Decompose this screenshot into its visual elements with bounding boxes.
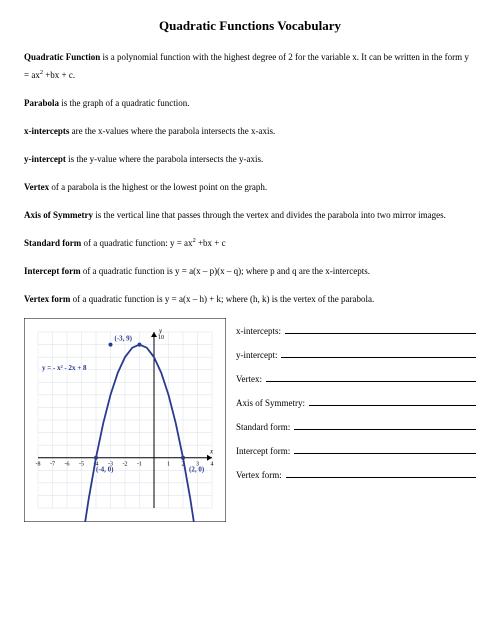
field-row-1: y-intercept: [236,348,476,360]
definition-2: x-intercepts are the x-values where the … [24,122,476,140]
definition-4: Vertex of a parabola is the highest or t… [24,178,476,196]
svg-text:-5: -5 [79,462,84,468]
svg-text:(-4, 0): (-4, 0) [96,466,114,474]
svg-text:-2: -2 [123,462,128,468]
svg-text:-7: -7 [50,462,55,468]
field-blank [294,444,476,454]
svg-text:y = - x² - 2x + 8: y = - x² - 2x + 8 [42,364,87,372]
field-blank [309,396,476,406]
page-title: Quadratic Functions Vocabulary [24,18,476,34]
worksheet-fields: x-intercepts: y-intercept: Vertex: Axis of … [236,318,476,527]
definition-0: Quadratic Function is a polynomial funct… [24,48,476,84]
field-blank [281,348,476,358]
term: Intercept form [24,266,81,276]
term: x-intercepts [24,126,69,136]
field-blank [294,420,476,430]
field-label: Vertex form: [236,470,282,480]
term: Axis of Symmetry [24,210,93,220]
field-blank [266,372,476,382]
term: Standard form [24,238,81,248]
field-row-0: x-intercepts: [236,324,476,336]
term: y-intercept [24,154,66,164]
field-label: y-intercept: [236,350,277,360]
chart-wrap: -8-7-6-5-4-3-2-1123410yxy = - x² - 2x + … [24,318,226,527]
svg-text:-1: -1 [137,462,142,468]
definition-1: Parabola is the graph of a quadratic fun… [24,94,476,112]
term: Vertex [24,182,49,192]
parabola-chart: -8-7-6-5-4-3-2-1123410yxy = - x² - 2x + … [24,318,226,522]
field-blank [285,324,476,334]
definition-7: Intercept form of a quadratic function i… [24,262,476,280]
svg-text:(-3, 9): (-3, 9) [115,335,133,343]
field-row-4: Standard form: [236,420,476,432]
svg-text:-6: -6 [65,462,70,468]
field-label: Standard form: [236,422,290,432]
field-row-5: Intercept form: [236,444,476,456]
field-label: Intercept form: [236,446,290,456]
field-row-3: Axis of Symmetry: [236,396,476,408]
field-row-6: Vertex form: [236,468,476,480]
field-label: Axis of Symmetry: [236,398,305,408]
svg-text:1: 1 [167,462,170,468]
field-label: Vertex: [236,374,262,384]
definition-8: Vertex form of a quadratic function is y… [24,290,476,308]
definitions-list: Quadratic Function is a polynomial funct… [24,48,476,308]
term: Quadratic Function [24,52,100,62]
field-blank [286,468,476,478]
definition-3: y-intercept is the y-value where the par… [24,150,476,168]
field-label: x-intercepts: [236,326,281,336]
term: Parabola [24,98,59,108]
definition-6: Standard form of a quadratic function: y… [24,234,476,252]
definition-5: Axis of Symmetry is the vertical line th… [24,206,476,224]
svg-text:(2, 0): (2, 0) [189,466,205,474]
svg-text:4: 4 [211,462,214,468]
svg-text:10: 10 [158,335,164,341]
term: Vertex form [24,294,70,304]
field-row-2: Vertex: [236,372,476,384]
svg-text:-8: -8 [36,462,41,468]
